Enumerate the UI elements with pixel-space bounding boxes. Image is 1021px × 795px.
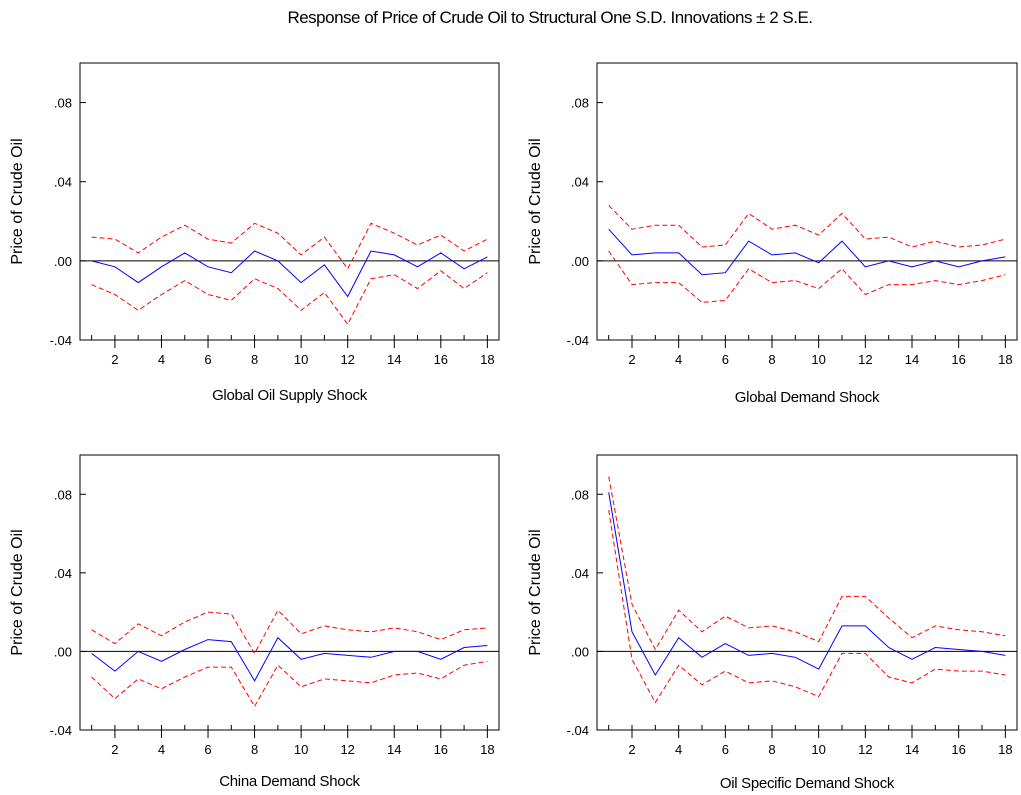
- x-tick-label: 4: [158, 742, 165, 757]
- panel-2: -.04 .00 .04 .08 2 4 6 8 10 12 14 16 18 Price of Crud…: [527, 62, 1018, 406]
- response-line: [91, 636, 488, 682]
- y-tick-label: .08: [54, 487, 72, 502]
- y-tick-label: .08: [571, 487, 589, 502]
- x-tick-label: 12: [858, 352, 872, 367]
- x-tick-label: 2: [628, 352, 635, 367]
- x-tick-label: 8: [768, 352, 775, 367]
- upper-band-line: [608, 205, 1006, 248]
- x-tick-label: 14: [905, 742, 919, 757]
- x-tick-label: 8: [251, 742, 258, 757]
- plot-frame: [596, 454, 1018, 731]
- x-tick-label: 18: [480, 742, 494, 757]
- x-tick-label: 6: [722, 742, 729, 757]
- x-tick-label: 18: [998, 742, 1012, 757]
- response-line: [608, 228, 1006, 276]
- y-axis-label: Price of Crude Oil: [527, 138, 544, 264]
- panel-3: -.04 .00 .04 .08 2 4 6 8 10 12 14 16 18 Price of Crud…: [9, 454, 500, 790]
- y-tick-label: .00: [571, 644, 589, 659]
- y-tick-label: -.04: [567, 723, 589, 738]
- y-tick-label: .08: [54, 96, 72, 111]
- x-tick-label: 12: [340, 352, 354, 367]
- y-tick-label: .00: [54, 254, 72, 269]
- x-tick-label: 12: [858, 742, 872, 757]
- response-line: [608, 492, 1006, 676]
- panel-title: Global Oil Supply Shock: [212, 387, 368, 404]
- x-tick-label: 14: [387, 352, 401, 367]
- y-tick-label: -.04: [567, 333, 589, 348]
- y-axis-label: Price of Crude Oil: [9, 138, 26, 264]
- y-axis-label: Price of Crude Oil: [527, 529, 544, 655]
- x-tick-label: 18: [998, 352, 1012, 367]
- y-tick-label: -.04: [50, 333, 72, 348]
- x-tick-label: 16: [434, 352, 448, 367]
- response-line: [91, 250, 488, 298]
- y-tick-label: .04: [571, 566, 589, 581]
- x-tick-label: 10: [294, 352, 308, 367]
- panel-title: China Demand Shock: [219, 773, 360, 790]
- x-tick-label: 16: [951, 742, 965, 757]
- x-tick-label: 4: [158, 352, 165, 367]
- x-tick-label: 2: [111, 742, 118, 757]
- x-tick-label: 14: [387, 742, 401, 757]
- y-tick-label: .04: [571, 175, 589, 190]
- x-tick-label: 4: [675, 352, 682, 367]
- y-tick-label: .04: [54, 566, 72, 581]
- upper-band-line: [608, 476, 1006, 651]
- x-tick-label: 8: [251, 352, 258, 367]
- x-tick-label: 16: [951, 352, 965, 367]
- y-tick-label: .04: [54, 175, 72, 190]
- panel-4: -.04 .00 .04 .08 2 4 6 8 10 12 14 16 18 Price of Crud…: [527, 454, 1018, 792]
- plot-frame: [79, 62, 500, 341]
- plot-frame: [596, 62, 1018, 341]
- figure-title: Response of Price of Crude Oil to Struct…: [287, 8, 813, 27]
- x-tick-label: 6: [722, 352, 729, 367]
- y-tick-label: .08: [571, 96, 589, 111]
- x-tick-label: 10: [811, 742, 825, 757]
- y-tick-label: -.04: [50, 723, 72, 738]
- x-tick-label: 10: [294, 742, 308, 757]
- x-tick-label: 10: [811, 352, 825, 367]
- lower-band-line: [91, 660, 488, 708]
- x-tick-label: 6: [204, 352, 211, 367]
- y-axis-label: Price of Crude Oil: [9, 529, 26, 655]
- x-tick-label: 18: [480, 352, 494, 367]
- lower-band-line: [608, 509, 1006, 704]
- x-tick-label: 14: [905, 352, 919, 367]
- y-tick-label: .00: [54, 644, 72, 659]
- lower-band-line: [91, 270, 488, 326]
- lower-band-line: [608, 250, 1006, 303]
- panel-title: Global Demand Shock: [735, 389, 880, 406]
- x-tick-label: 2: [628, 742, 635, 757]
- x-tick-label: 12: [340, 742, 354, 757]
- x-tick-label: 16: [434, 742, 448, 757]
- panel-title: Oil Specific Demand Shock: [720, 775, 895, 792]
- x-tick-label: 2: [111, 352, 118, 367]
- panel-1: -.04 .00 .04 .08 2 4 6 8 10 12 14 16 18 Price of Crud…: [9, 62, 500, 404]
- plot-frame: [79, 454, 500, 731]
- y-tick-label: .00: [571, 254, 589, 269]
- x-tick-label: 6: [204, 742, 211, 757]
- x-tick-label: 8: [768, 742, 775, 757]
- x-tick-label: 4: [675, 742, 682, 757]
- upper-band-line: [91, 222, 488, 270]
- upper-band-line: [91, 609, 488, 655]
